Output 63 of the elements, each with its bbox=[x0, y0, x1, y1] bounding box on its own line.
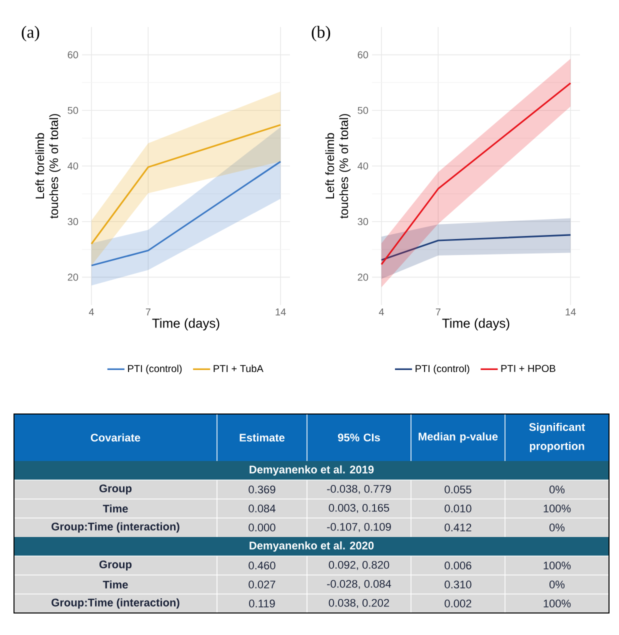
text: 0% bbox=[549, 486, 565, 494]
y-tick-label: 50 bbox=[358, 106, 368, 114]
text: 100% bbox=[544, 562, 571, 570]
y-tick-label: 60 bbox=[358, 51, 368, 58]
text: 0.119 bbox=[249, 600, 275, 608]
text: 0.002 bbox=[444, 600, 472, 608]
text: 0.010 bbox=[444, 504, 472, 512]
text: Time bbox=[102, 580, 128, 589]
text: 0% bbox=[549, 580, 565, 588]
text: 0.003, 0.165 bbox=[328, 504, 390, 514]
y-axis-title: Left forelimb touches (% of total) bbox=[325, 114, 350, 218]
y-tick-label: 20 bbox=[358, 274, 368, 281]
y-tick-label: 60 bbox=[68, 51, 78, 58]
text: 0.006 bbox=[444, 562, 472, 570]
x-axis-title: Time (days) bbox=[442, 318, 510, 330]
text: 100% bbox=[544, 600, 571, 608]
legend-label: PTI (control) bbox=[416, 364, 470, 374]
x-axis-title: Time (days) bbox=[152, 318, 220, 330]
x-tick-label: 7 bbox=[436, 308, 440, 316]
text: 0.369 bbox=[248, 486, 276, 494]
text: 100% bbox=[544, 504, 571, 512]
text: 0.038, 0.202 bbox=[328, 598, 390, 608]
text: Group bbox=[99, 560, 132, 570]
x-tick-label: 14 bbox=[566, 308, 576, 316]
chart-title: (b) bbox=[312, 26, 330, 42]
text: Covariate bbox=[90, 433, 140, 442]
y-tick-label: 30 bbox=[358, 218, 368, 226]
text: 0.055 bbox=[444, 486, 472, 494]
text: Group:Time (interaction) bbox=[52, 522, 180, 533]
y-axis-title: Left forelimb touches (% of total) bbox=[35, 114, 60, 218]
text: Time bbox=[102, 504, 128, 513]
text: Median p-value bbox=[418, 432, 498, 443]
text: 0.310 bbox=[444, 580, 472, 588]
text: Significant proportion bbox=[529, 422, 585, 452]
x-tick-label: 4 bbox=[378, 308, 384, 316]
x-tick-label: 14 bbox=[276, 308, 286, 316]
text: Demyanenko et al. 2019 bbox=[250, 465, 374, 476]
x-tick-label: 7 bbox=[146, 308, 150, 316]
text: 0.000 bbox=[248, 524, 276, 532]
text: Group bbox=[99, 484, 132, 494]
text: -0.038, 0.779 bbox=[327, 484, 391, 494]
text: 0.092, 0.820 bbox=[328, 560, 390, 570]
legend-label: PTI (control) bbox=[128, 364, 182, 374]
text: 0% bbox=[549, 524, 565, 532]
text: 0.027 bbox=[248, 580, 276, 588]
legend-label: PTI + TubA bbox=[214, 364, 264, 372]
text: -0.107, 0.109 bbox=[327, 522, 391, 532]
chart-title: (a) bbox=[22, 26, 40, 42]
text: 0.084 bbox=[248, 504, 276, 512]
y-tick-label: 30 bbox=[68, 218, 78, 226]
text: 0.460 bbox=[248, 562, 276, 570]
y-tick-label: 20 bbox=[68, 274, 78, 281]
text: Estimate bbox=[240, 433, 285, 442]
y-tick-label: 40 bbox=[68, 162, 78, 170]
y-tick-label: 50 bbox=[68, 106, 78, 114]
text: 95% CIs bbox=[338, 434, 380, 442]
text: -0.028, 0.084 bbox=[327, 580, 392, 590]
x-tick-label: 4 bbox=[88, 308, 94, 316]
text: Demyanenko et al. 2020 bbox=[250, 541, 374, 552]
text: 0.412 bbox=[444, 524, 472, 532]
text: Group:Time (interaction) bbox=[52, 598, 180, 609]
y-tick-label: 40 bbox=[358, 162, 368, 170]
legend-label: PTI + HPOB bbox=[501, 364, 556, 372]
